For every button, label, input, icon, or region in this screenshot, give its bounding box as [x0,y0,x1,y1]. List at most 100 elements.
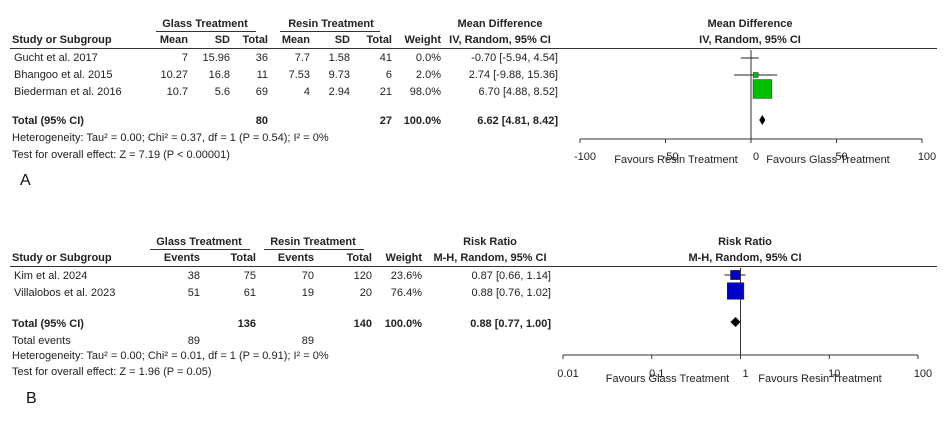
b-effect-header: Risk Ratio [463,236,517,248]
a-plot-header: Mean Difference [707,18,793,30]
table-cell: 7 [181,52,188,64]
table-cell: 69 [255,86,268,98]
table-cell: 21 [379,86,392,98]
a-total-r: 27 [379,115,392,127]
b-col-r-total: Total [346,252,372,264]
a-glass-group-header: Glass Treatment [162,18,248,30]
b-total-g: 136 [237,318,256,330]
table-cell: 38 [187,270,200,282]
b-favours-left: Favours Glass Treatment [605,373,730,385]
table-cell: 76.4% [390,287,422,299]
b-total-ci: 0.88 [0.77, 1.00] [470,318,551,330]
b-total-label: Total (95% CI) [12,318,84,330]
b-total-events-g: 89 [187,335,200,347]
pooled-diamond [759,115,766,125]
table-cell: 0.0% [415,52,441,64]
b-x-tick-label: 100 [914,368,932,380]
a-header-rule [10,48,937,49]
study-point [752,79,773,99]
b-effect-subheader: M-H, Random, 95% CI [433,252,547,264]
a-resin-underline [280,31,380,32]
a-effect-header: Mean Difference [457,18,543,30]
table-cell: 120 [353,270,372,282]
table-cell: 2.94 [328,86,350,98]
a-total-g: 80 [255,115,268,127]
a-col-g-total: Total [242,34,268,46]
a-x-tick-label: 0 [753,151,759,163]
panel-label-b: B [26,390,37,407]
table-row-study-name: Biederman et al. 2016 [14,86,122,98]
table-row-study-name: Gucht et al. 2017 [14,52,98,64]
b-x-tick-label: 0.1 [649,368,664,380]
table-cell: 36 [255,52,268,64]
table-cell: 98.0% [409,86,441,98]
table-cell: 4 [303,86,310,98]
a-overall-effect: Test for overall effect: Z = 7.19 (P < 0… [12,149,230,161]
b-col-g-events: Events [163,252,200,264]
study-point [730,270,740,280]
table-cell: 2.74 [-9.88, 15.36] [468,69,558,81]
table-cell: 11 [256,69,268,81]
table-cell: 6 [385,69,392,81]
b-plot-subheader: M-H, Random, 95% CI [688,252,802,264]
a-col-study: Study or Subgroup [12,34,112,46]
table-cell: 61 [243,287,256,299]
table-cell: -0.70 [-5.94, 4.54] [471,52,558,64]
pooled-diamond [730,317,741,327]
a-favours-left: Favours Resin Treatment [614,154,738,166]
b-col-r-events: Events [277,252,314,264]
b-x-tick-label: 0.01 [557,368,578,380]
b-resin-group-header: Resin Treatment [270,236,356,248]
b-glass-underline [150,249,250,250]
b-total-events-r: 89 [301,335,314,347]
a-total-label: Total (95% CI) [12,115,84,127]
study-point [752,72,759,78]
table-cell: 0.88 [0.76, 1.02] [471,287,551,299]
a-col-r-total: Total [366,34,392,46]
b-col-weight: Weight [385,252,422,264]
a-resin-group-header: Resin Treatment [288,18,374,30]
a-x-tick-label: -100 [574,151,596,163]
b-resin-underline [264,249,364,250]
a-glass-underline [156,31,256,32]
a-x-tick-label: 100 [918,151,936,163]
a-col-r-sd: SD [334,34,350,46]
table-row-study-name: Kim et al. 2024 [14,270,88,282]
b-col-g-total: Total [230,252,256,264]
table-cell: 70 [301,270,314,282]
table-cell: 51 [187,287,200,299]
b-overall-effect: Test for overall effect: Z = 1.96 (P = 0… [12,366,212,378]
table-cell: 0.87 [0.66, 1.14] [471,270,551,282]
a-plot-subheader: IV, Random, 95% CI [699,34,801,46]
table-cell: 9.73 [328,69,350,81]
table-cell: 10.27 [160,69,188,81]
a-favours-right: Favours Glass Treatment [766,154,890,166]
table-cell: 1.58 [328,52,350,64]
a-effect-subheader: IV, Random, 95% CI [449,34,551,46]
a-col-r-mean: Mean [281,34,310,46]
table-cell: 19 [301,287,314,299]
b-x-tick-label: 10 [828,368,840,380]
table-cell: 2.0% [415,69,441,81]
table-cell: 75 [243,270,256,282]
b-header-rule [10,266,937,267]
a-heterogeneity: Heterogeneity: Tau² = 0.00; Chi² = 0.37,… [12,132,329,144]
b-total-events-label: Total events [12,335,71,347]
a-col-g-sd: SD [214,34,230,46]
a-total-ci: 6.62 [4.81, 8.42] [477,115,558,127]
a-col-g-mean: Mean [159,34,188,46]
a-x-tick-label: -50 [663,151,679,163]
panel-label-a: A [20,172,31,189]
b-favours-right: Favours Resin Treatment [758,373,882,385]
table-cell: 16.8 [208,69,230,81]
table-cell: 6.70 [4.88, 8.52] [478,86,558,98]
b-col-study: Study or Subgroup [12,252,112,264]
table-cell: 5.6 [214,86,230,98]
table-cell: 20 [359,287,372,299]
b-total-r: 140 [353,318,372,330]
a-col-weight: Weight [404,34,441,46]
b-plot-header: Risk Ratio [718,236,772,248]
b-heterogeneity: Heterogeneity: Tau² = 0.00; Chi² = 0.01,… [12,350,329,362]
table-cell: 7.53 [288,69,310,81]
